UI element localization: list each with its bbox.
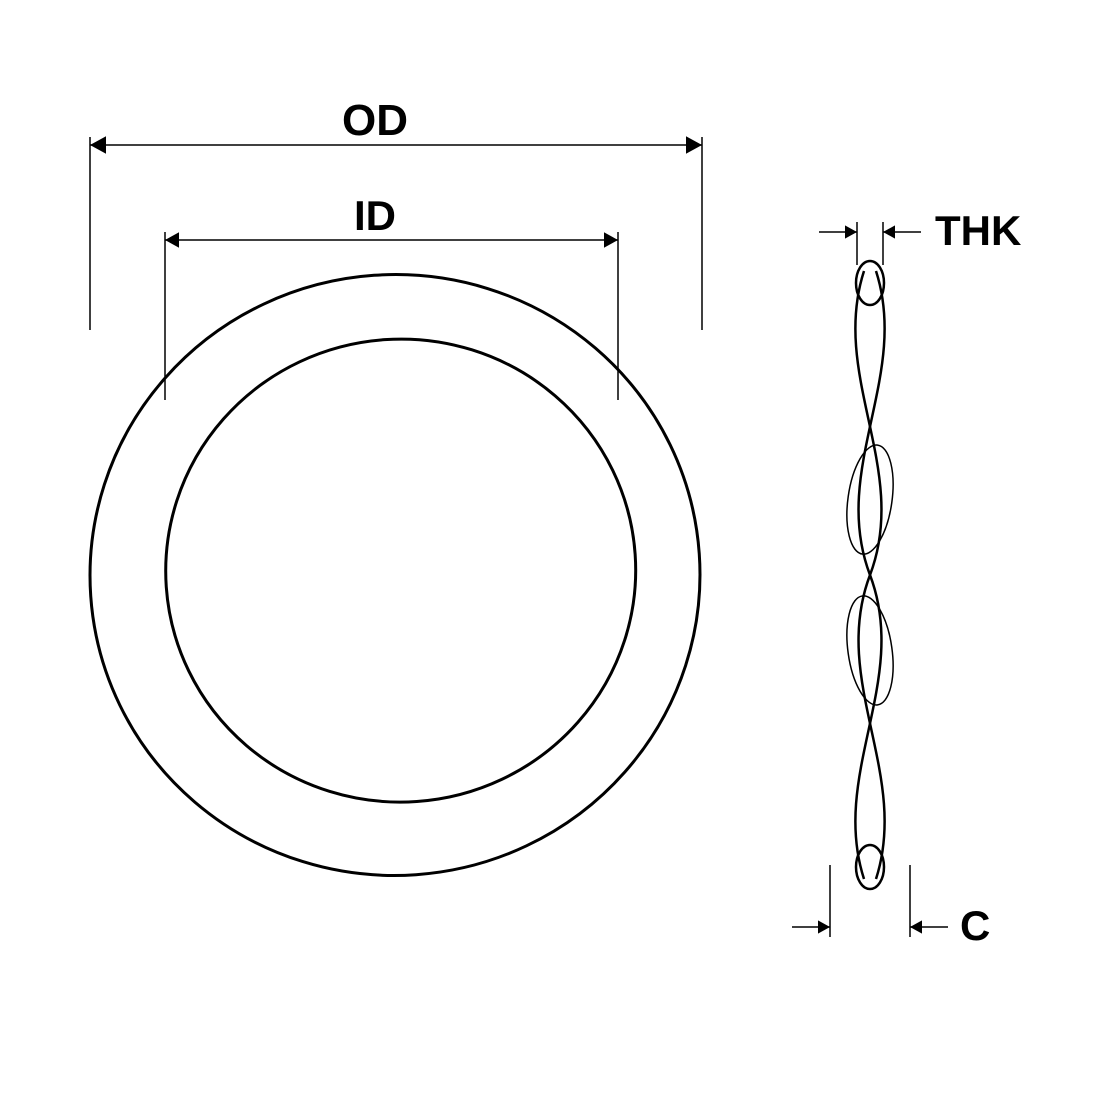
label-c: C [960, 902, 990, 949]
dimension-od [90, 136, 702, 330]
label-id: ID [354, 192, 396, 239]
side-view [841, 261, 900, 889]
label-thk: THK [935, 207, 1021, 254]
dimension-c [792, 865, 948, 937]
label-od: OD [342, 96, 408, 145]
dimension-thk [819, 222, 921, 265]
wave-washer-diagram: OD ID THK C [0, 0, 1100, 1100]
front-view [70, 254, 720, 896]
